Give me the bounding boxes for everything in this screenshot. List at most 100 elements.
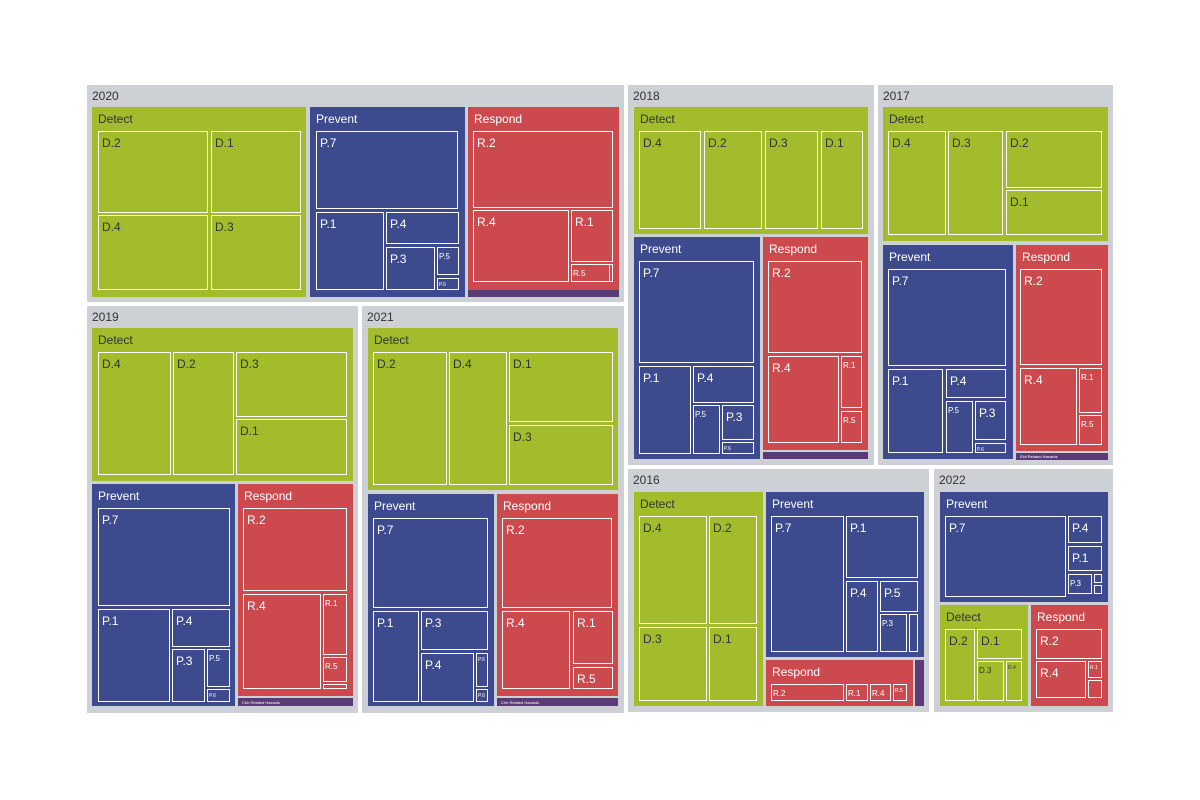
leaf-label: P.6 — [724, 446, 731, 452]
leaf-unlabeled — [1094, 574, 1102, 583]
leaf-d-2: D.2 — [704, 131, 762, 229]
leaf-d-1: D.1 — [977, 629, 1022, 659]
leaf-p-3: P.3 — [880, 614, 907, 652]
leaf-unlabeled — [909, 614, 918, 652]
leaf-p-3: P.3 — [975, 401, 1006, 440]
leaf-r-4: R.4 — [1020, 368, 1077, 445]
leaf-label: D.4 — [102, 220, 121, 234]
group-tile — [634, 492, 763, 706]
leaf-p-4: P.4 — [946, 369, 1006, 398]
leaf-p-7: P.7 — [945, 516, 1066, 597]
leaf-r-2: R.2 — [502, 518, 612, 608]
leaf-tile — [211, 215, 301, 290]
group-other-3 — [763, 452, 868, 459]
year-panel-2019: 2019 Detect D.4 D.2 D.3 D.1 Prevent P.7 P.1 P.4 P.… — [87, 306, 358, 713]
leaf-label: P.5 — [948, 406, 960, 415]
leaf-unlabeled — [1094, 585, 1102, 594]
leaf-d-2: D.2 — [709, 516, 757, 624]
leaf-d-1: D.1 — [211, 131, 301, 213]
leaf-r-2: R.2 — [1036, 629, 1102, 659]
leaf-p-4: P.4 — [846, 581, 878, 652]
leaf-d-2: D.2 — [945, 629, 975, 701]
leaf-r-1: R.1 — [1079, 368, 1102, 413]
leaf-tile — [98, 215, 208, 290]
leaf-tile — [509, 352, 613, 422]
leaf-p-7: P.7 — [373, 518, 488, 608]
leaf-label: R.1 — [1090, 665, 1098, 671]
leaf-tile — [373, 518, 488, 608]
group-tile — [468, 107, 619, 297]
leaf-tile — [975, 401, 1006, 440]
leaf-d-4: D.4 — [98, 215, 208, 290]
group-respond: Respond R.2 R.4 R.1 R.5 — [468, 107, 619, 297]
leaf-label: P.3 — [176, 654, 193, 668]
leaf-tile — [437, 247, 459, 275]
leaf-tile — [609, 264, 613, 282]
leaf-label: R.1 — [1081, 373, 1094, 382]
leaf-tile — [975, 443, 1006, 453]
year-panel-2018: 2018 Detect D.4 D.2 D.3 D.1 Prevent P.7 P.1 P.4 P.… — [628, 85, 874, 465]
leaf-r-1: R.1 — [841, 356, 862, 408]
group-label: Detect — [640, 497, 675, 511]
leaf-label: P.3 — [979, 406, 996, 420]
group-label: Chh Related Hazards — [501, 700, 539, 705]
leaf-tile — [870, 684, 891, 701]
leaf-label: P.6 — [439, 282, 446, 288]
leaf-label: D.4 — [102, 357, 121, 371]
group-label: Respond — [1022, 250, 1070, 264]
group-label: Prevent — [889, 250, 931, 264]
leaf-label: P.3 — [882, 619, 894, 628]
leaf-label: D.1 — [240, 424, 259, 438]
leaf-tile — [880, 581, 918, 612]
leaf-tile — [1020, 269, 1102, 365]
leaf-label: P.1 — [102, 614, 119, 628]
leaf-p-1: P.1 — [373, 611, 419, 702]
leaf-tile — [821, 131, 863, 229]
group-tile — [368, 328, 618, 490]
leaf-tile — [421, 653, 474, 702]
leaf-tile — [509, 425, 613, 485]
leaf-label: P.1 — [850, 521, 867, 535]
leaf-tile — [1088, 661, 1102, 678]
group-tile — [634, 107, 868, 234]
group-detect: Detect D.2 D.1 D.4 D.3 — [92, 107, 306, 297]
leaf-tile — [946, 369, 1006, 398]
leaf-d-3: D.3 — [639, 627, 707, 701]
group-tile — [1031, 605, 1108, 706]
leaf-r-4: R.4 — [502, 611, 570, 689]
leaf-p-5: P.5 — [693, 405, 720, 454]
leaf-tile — [1006, 190, 1102, 235]
leaf-label: P.5 — [439, 252, 451, 261]
leaf-label: D.1 — [981, 634, 1000, 648]
leaf-tile — [948, 131, 1003, 235]
leaf-p-1: P.1 — [1068, 546, 1102, 571]
leaf-tile — [1079, 368, 1102, 413]
leaf-r-5: R.5 — [893, 684, 907, 701]
leaf-r-5: R.5 — [323, 657, 347, 682]
leaf-p-4: P.4 — [421, 653, 474, 702]
group-detect: Detect D.2 D.4 D.1 D.3 — [368, 328, 618, 490]
leaf-tile — [909, 614, 918, 652]
leaf-p-6: P.6 — [207, 689, 230, 702]
leaf-tile — [449, 352, 507, 485]
leaf-tile — [945, 516, 1066, 597]
leaf-tile — [1079, 415, 1102, 445]
leaf-label: R.4 — [1024, 373, 1043, 387]
leaf-p-6: P.6 — [476, 689, 488, 702]
leaf-d-1: D.1 — [236, 419, 347, 475]
group-label: Detect — [374, 333, 409, 347]
leaf-d-4: D.4 — [1006, 661, 1022, 701]
leaf-p-4: P.4 — [693, 366, 754, 403]
leaf-label: R.2 — [1040, 634, 1059, 648]
leaf-r-1: R.1 — [846, 684, 868, 701]
leaf-label: P.6 — [478, 693, 485, 699]
leaf-p-4: P.4 — [172, 609, 230, 647]
leaf-label: D.4 — [453, 357, 472, 371]
leaf-r-2: R.2 — [473, 131, 613, 208]
year-panel-2020: 2020 Detect D.2 D.1 D.4 D.3 Prevent P.7 P.1 P.4 P.… — [87, 85, 624, 302]
group-label: Respond — [1037, 610, 1085, 624]
leaf-label: D.1 — [215, 136, 234, 150]
leaf-tile — [1068, 546, 1102, 571]
group-respond: Respond R.2 R.4 R.1 R.5 — [238, 484, 353, 696]
